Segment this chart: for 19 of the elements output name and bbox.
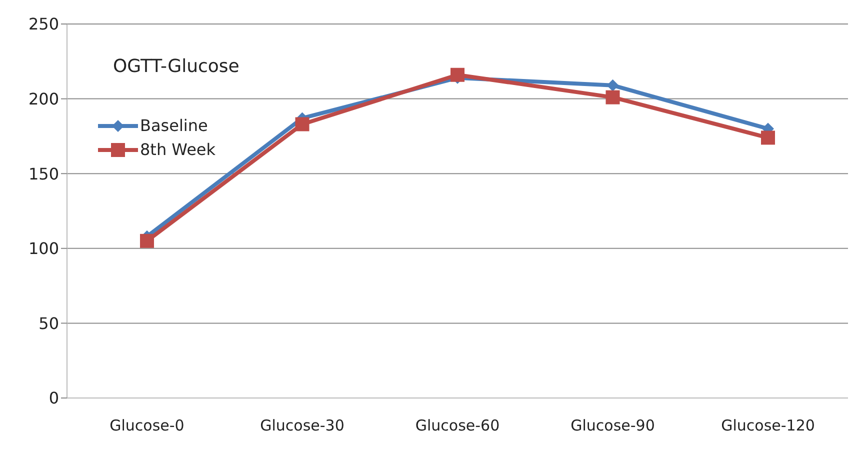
- y-tick-label: 0: [48, 388, 59, 408]
- x-tick-label: Glucose-30: [260, 416, 344, 435]
- y-tick-label: 100: [28, 239, 59, 258]
- point: [295, 117, 310, 132]
- y-tick-label: 150: [28, 164, 59, 184]
- legend-label: 8th Week: [140, 139, 216, 161]
- point: [140, 234, 154, 248]
- point: [606, 90, 620, 104]
- point: [450, 68, 464, 82]
- y-tick-label: 50: [38, 314, 59, 333]
- point: [761, 130, 775, 145]
- y-tick-label: 200: [28, 89, 59, 108]
- y-tick-label: 250: [28, 14, 59, 34]
- x-tick-label: Glucose-120: [721, 416, 815, 435]
- x-tick-label: Glucose-60: [415, 416, 500, 435]
- legend-label: Baseline: [140, 115, 208, 137]
- x-tick-label: Glucose-0: [110, 416, 184, 435]
- text: OGTT-Glucose: [113, 56, 240, 77]
- x-tick-label: Glucose-90: [570, 416, 655, 435]
